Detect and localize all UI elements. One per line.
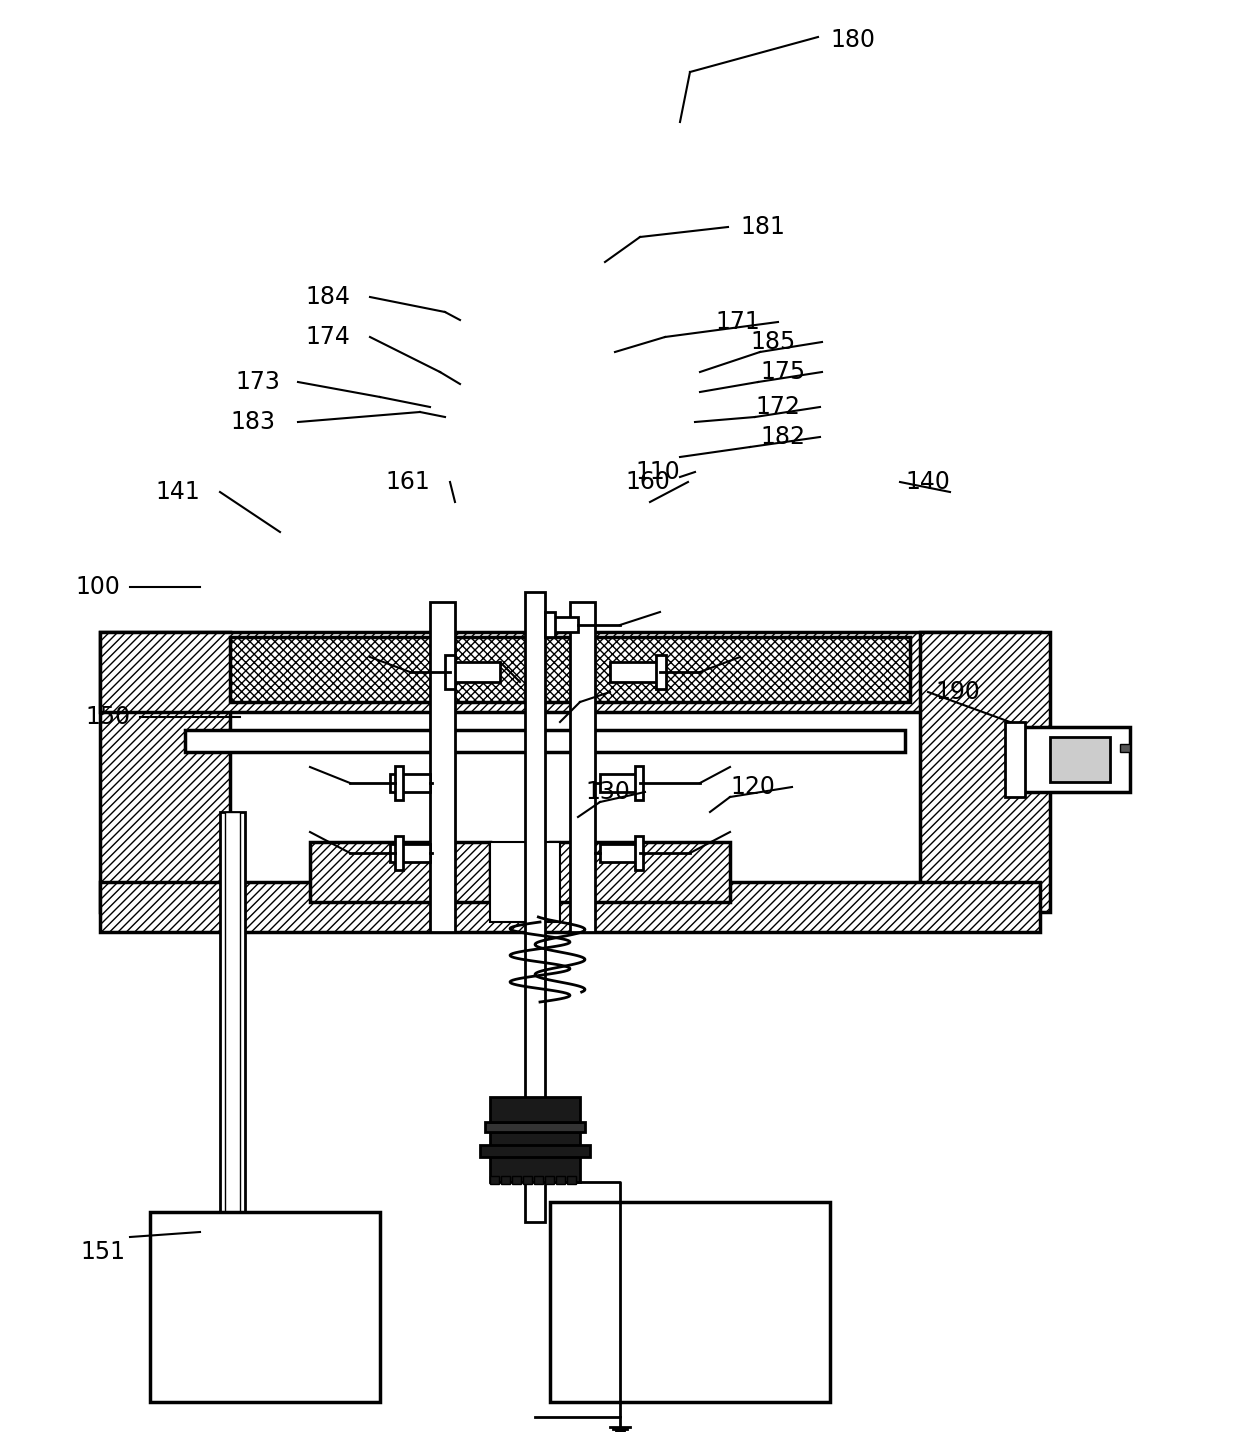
Text: 141: 141 — [155, 480, 200, 504]
Bar — [310, 842, 490, 902]
Text: 184: 184 — [305, 285, 350, 309]
Bar — [656, 654, 666, 689]
Text: 182: 182 — [760, 425, 805, 450]
Bar — [100, 632, 229, 912]
Bar — [551, 842, 730, 902]
Bar — [525, 591, 546, 1221]
Text: 160: 160 — [625, 470, 670, 494]
Bar — [551, 1201, 830, 1402]
Bar — [548, 617, 578, 632]
Text: 150: 150 — [86, 705, 130, 729]
Bar — [523, 1176, 532, 1184]
Text: 120: 120 — [730, 775, 775, 799]
Text: 175: 175 — [760, 359, 805, 384]
Bar — [1011, 727, 1130, 792]
Text: 183: 183 — [229, 410, 275, 434]
Bar — [600, 775, 640, 792]
Bar — [600, 843, 640, 862]
Bar — [480, 1146, 590, 1157]
Text: 174: 174 — [305, 325, 350, 349]
Bar — [546, 611, 556, 637]
Text: 171: 171 — [715, 309, 760, 334]
Text: 185: 185 — [750, 329, 795, 354]
Bar — [610, 662, 660, 682]
Bar — [224, 812, 241, 1332]
Text: 172: 172 — [755, 395, 800, 420]
Bar — [635, 836, 644, 871]
Bar — [229, 637, 910, 702]
Bar — [567, 1176, 577, 1184]
Bar — [556, 1176, 565, 1184]
Text: 100: 100 — [74, 576, 120, 599]
Bar — [512, 1176, 521, 1184]
Bar — [1120, 745, 1130, 752]
Bar — [100, 882, 1040, 932]
Text: 140: 140 — [905, 470, 950, 494]
Bar — [391, 843, 430, 862]
Bar — [490, 1097, 580, 1123]
Bar — [1050, 737, 1110, 782]
Bar — [570, 601, 595, 932]
Bar — [185, 730, 905, 752]
Text: 130: 130 — [585, 780, 630, 803]
Bar — [490, 1176, 498, 1184]
Bar — [396, 836, 403, 871]
Bar — [920, 632, 1050, 912]
Bar — [485, 1123, 585, 1133]
Text: 173: 173 — [236, 369, 280, 394]
Text: 180: 180 — [830, 29, 875, 52]
Bar — [635, 766, 644, 800]
Text: 161: 161 — [384, 470, 430, 494]
Bar — [501, 1176, 510, 1184]
Bar — [150, 1211, 379, 1402]
Text: 181: 181 — [740, 215, 785, 239]
Bar — [219, 812, 246, 1332]
Bar — [490, 1133, 580, 1181]
Bar — [100, 632, 1040, 712]
Text: 110: 110 — [635, 460, 680, 484]
Bar — [490, 842, 560, 922]
Bar — [396, 766, 403, 800]
Bar — [450, 662, 500, 682]
Bar — [546, 1176, 554, 1184]
Bar — [534, 1176, 543, 1184]
Bar — [1004, 722, 1025, 798]
Text: 190: 190 — [935, 680, 980, 705]
Bar — [430, 601, 455, 932]
Bar — [445, 654, 455, 689]
Bar — [391, 775, 430, 792]
Text: 151: 151 — [81, 1240, 125, 1264]
